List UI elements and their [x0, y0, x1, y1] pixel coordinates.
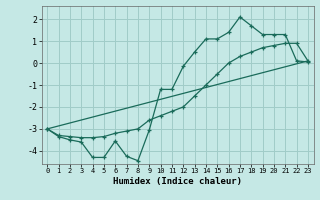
X-axis label: Humidex (Indice chaleur): Humidex (Indice chaleur) — [113, 177, 242, 186]
